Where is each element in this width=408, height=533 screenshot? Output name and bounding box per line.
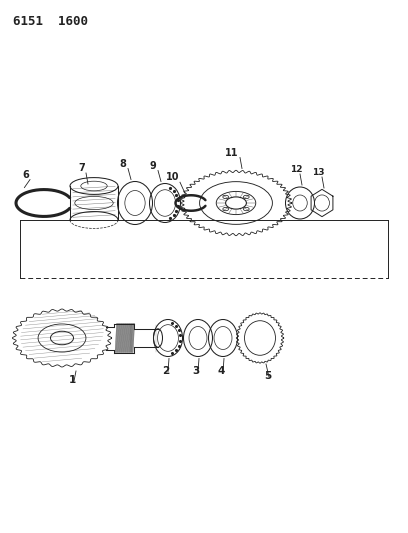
Text: 3: 3	[193, 366, 200, 376]
Text: 7: 7	[79, 163, 85, 173]
Text: 12: 12	[290, 165, 302, 174]
Text: 5: 5	[264, 371, 272, 381]
Text: 6: 6	[22, 169, 29, 180]
Text: 6151  1600: 6151 1600	[13, 15, 88, 28]
Text: 8: 8	[120, 158, 126, 168]
Text: 9: 9	[150, 160, 156, 171]
Text: 13: 13	[312, 168, 324, 177]
Text: 11: 11	[225, 148, 239, 157]
Text: 10: 10	[166, 172, 180, 182]
Text: 2: 2	[162, 366, 170, 376]
Text: 1: 1	[69, 375, 75, 385]
Text: 4: 4	[217, 366, 225, 376]
